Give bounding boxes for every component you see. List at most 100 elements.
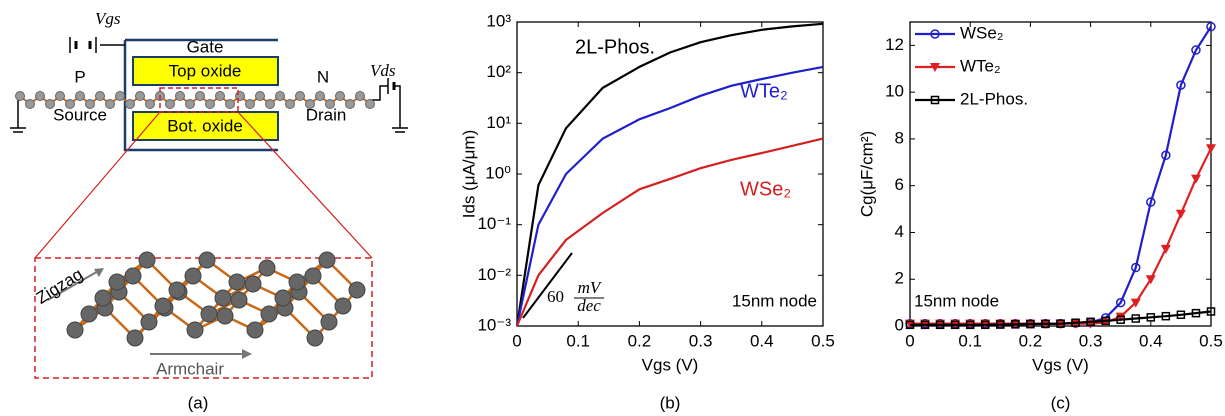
atom xyxy=(45,99,55,109)
y-tick-label: 6 xyxy=(895,175,904,194)
atom xyxy=(205,99,215,109)
atom xyxy=(244,275,262,293)
annotation: 15nm node xyxy=(732,291,817,310)
marker xyxy=(965,320,975,330)
atom xyxy=(355,91,365,101)
inset-box xyxy=(34,257,373,379)
series-label: 2L-Phos. xyxy=(575,36,655,58)
atom xyxy=(334,297,352,315)
x-tick-label: 0.1 xyxy=(566,331,590,350)
atom xyxy=(85,99,95,109)
bot-oxide-box xyxy=(132,111,279,141)
y-tick-label: 2 xyxy=(895,269,904,288)
gate-label: Gate xyxy=(187,37,224,56)
y-tick-label: 10² xyxy=(486,62,511,81)
y-axis-label: Ids (μA/μm) xyxy=(459,130,478,219)
device-diagram: Vgs Gate Top oxide P N Vds Source Drain … xyxy=(10,9,408,412)
x-tick-label: 0.5 xyxy=(1199,331,1223,350)
ground-wire xyxy=(394,85,401,128)
atom xyxy=(274,289,292,307)
x-tick-label: 0.2 xyxy=(1019,331,1043,350)
marker xyxy=(1191,45,1201,55)
marker xyxy=(950,320,960,330)
atom xyxy=(94,289,112,307)
x-tick-label: 0.2 xyxy=(628,331,652,350)
drain-label: Drain xyxy=(306,105,347,124)
atom xyxy=(65,99,75,109)
atom xyxy=(320,313,338,331)
y-tick-label: 10¹ xyxy=(486,113,511,132)
marker xyxy=(1011,320,1020,329)
atom xyxy=(75,91,85,101)
x-tick-label: 0.1 xyxy=(958,331,982,350)
atom xyxy=(304,267,322,285)
marker xyxy=(1101,316,1110,326)
atom xyxy=(225,99,235,109)
atom xyxy=(195,91,205,101)
marker xyxy=(1115,297,1126,308)
marker xyxy=(920,320,930,330)
marker xyxy=(981,320,990,330)
atom xyxy=(215,91,225,101)
zigzag-arrow xyxy=(47,269,101,301)
atom xyxy=(365,99,375,109)
y-tick-label: 12 xyxy=(885,35,904,54)
y-tick-label: 10⁻² xyxy=(477,265,511,284)
p-label: P xyxy=(74,67,85,86)
marker xyxy=(930,29,940,39)
marker xyxy=(1176,310,1186,320)
atom xyxy=(80,305,98,323)
atom xyxy=(105,99,115,109)
atom xyxy=(185,99,195,109)
atom xyxy=(175,91,185,101)
panel-label: (b) xyxy=(660,393,681,412)
marker xyxy=(930,95,940,105)
marker xyxy=(1086,317,1095,327)
series-line xyxy=(515,137,824,327)
y-tick-label: 10³ xyxy=(486,11,511,30)
x-tick-label: 0.3 xyxy=(1079,331,1103,350)
y-tick-label: 4 xyxy=(895,222,904,241)
marker xyxy=(1161,150,1171,161)
vgs-label: Vgs xyxy=(95,9,121,28)
atom xyxy=(154,297,172,315)
marker xyxy=(1056,319,1065,328)
atom xyxy=(25,99,35,109)
atom xyxy=(255,91,265,101)
y-tick-label: 10⁻¹ xyxy=(477,214,511,233)
series-line xyxy=(515,22,824,327)
gate-wire xyxy=(123,40,278,152)
atom xyxy=(124,267,142,285)
x-tick-label: 0.5 xyxy=(811,331,835,350)
marker xyxy=(1160,244,1171,254)
x-tick-label: 0.3 xyxy=(689,331,713,350)
n-label: N xyxy=(317,67,329,86)
x-tick-label: 0 xyxy=(905,331,914,350)
marker xyxy=(1146,197,1156,207)
marker xyxy=(1190,174,1201,184)
marker xyxy=(1176,80,1186,90)
marker xyxy=(1175,209,1186,219)
marker xyxy=(1206,144,1216,154)
atom xyxy=(335,91,345,101)
atom xyxy=(230,291,248,309)
slope-num: mV xyxy=(578,278,603,297)
atom xyxy=(265,99,275,109)
atom xyxy=(186,321,204,339)
bot-oxide-label: Bot. oxide xyxy=(167,116,243,135)
atom xyxy=(245,99,255,109)
y-tick-label: 10 xyxy=(885,82,904,101)
series-label: WTe₂ xyxy=(740,80,788,102)
atom xyxy=(216,307,234,325)
zoom-line xyxy=(34,111,161,259)
chart: 0 0.1 0.2 0.3 0.4 0.5 10⁻³ 10⁻² 10⁻¹ 10⁰ 10¹ 10² 10³… xyxy=(459,11,834,412)
atom xyxy=(15,91,25,101)
marker xyxy=(1130,298,1141,308)
zigzag-label: Zigzag xyxy=(33,265,86,308)
panel-label: (a) xyxy=(188,393,209,412)
y-tick-label: 10⁰ xyxy=(485,163,511,182)
top-oxide-label: Top oxide xyxy=(169,61,242,80)
atom xyxy=(145,99,155,109)
marker xyxy=(1146,313,1156,322)
